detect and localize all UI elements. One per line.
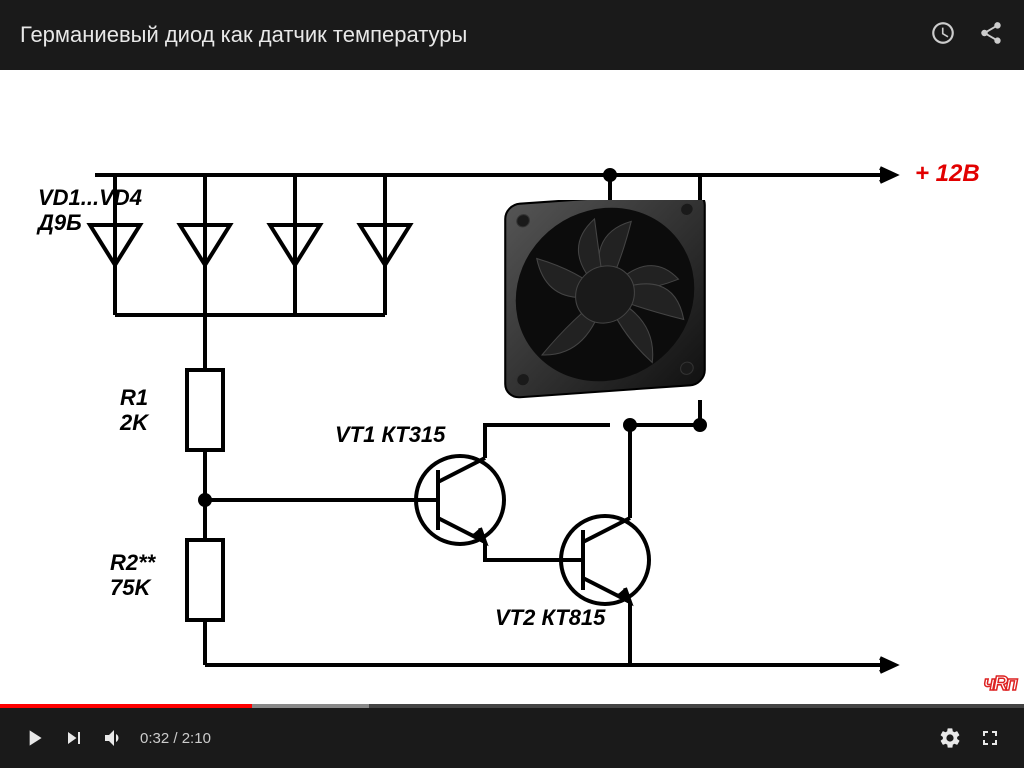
header-actions — [930, 20, 1004, 51]
label-r2: R2** 75K — [110, 550, 155, 601]
time-display: 0:32 / 2:10 — [140, 730, 211, 747]
label-vt1: VT1 КТ315 — [335, 422, 445, 447]
settings-button[interactable] — [930, 718, 970, 758]
current-time: 0:32 — [140, 730, 169, 747]
player-controls: 0:32 / 2:10 — [0, 704, 1024, 768]
video-title: Германиевый диод как датчик температуры — [20, 22, 467, 48]
progress-played — [0, 704, 252, 708]
share-icon[interactable] — [978, 20, 1004, 51]
video-content: VD1...VD4 Д9Б R1 2K R2** 75K VT1 КТ315 V… — [0, 70, 1024, 704]
label-vt2: VT2 КТ815 — [495, 605, 605, 630]
volume-button[interactable] — [94, 718, 134, 758]
watermark: чRп — [984, 673, 1016, 696]
play-button[interactable] — [14, 718, 54, 758]
progress-bar[interactable] — [0, 704, 1024, 708]
next-button[interactable] — [54, 718, 94, 758]
fullscreen-button[interactable] — [970, 718, 1010, 758]
fan-image — [500, 200, 710, 415]
video-header: Германиевый диод как датчик температуры — [0, 0, 1024, 70]
label-vd: VD1...VD4 Д9Б — [38, 185, 142, 236]
total-time: 2:10 — [182, 730, 211, 747]
label-r1: R1 2K — [120, 385, 148, 436]
watch-later-icon[interactable] — [930, 20, 956, 51]
label-voltage: + 12В — [915, 160, 980, 188]
